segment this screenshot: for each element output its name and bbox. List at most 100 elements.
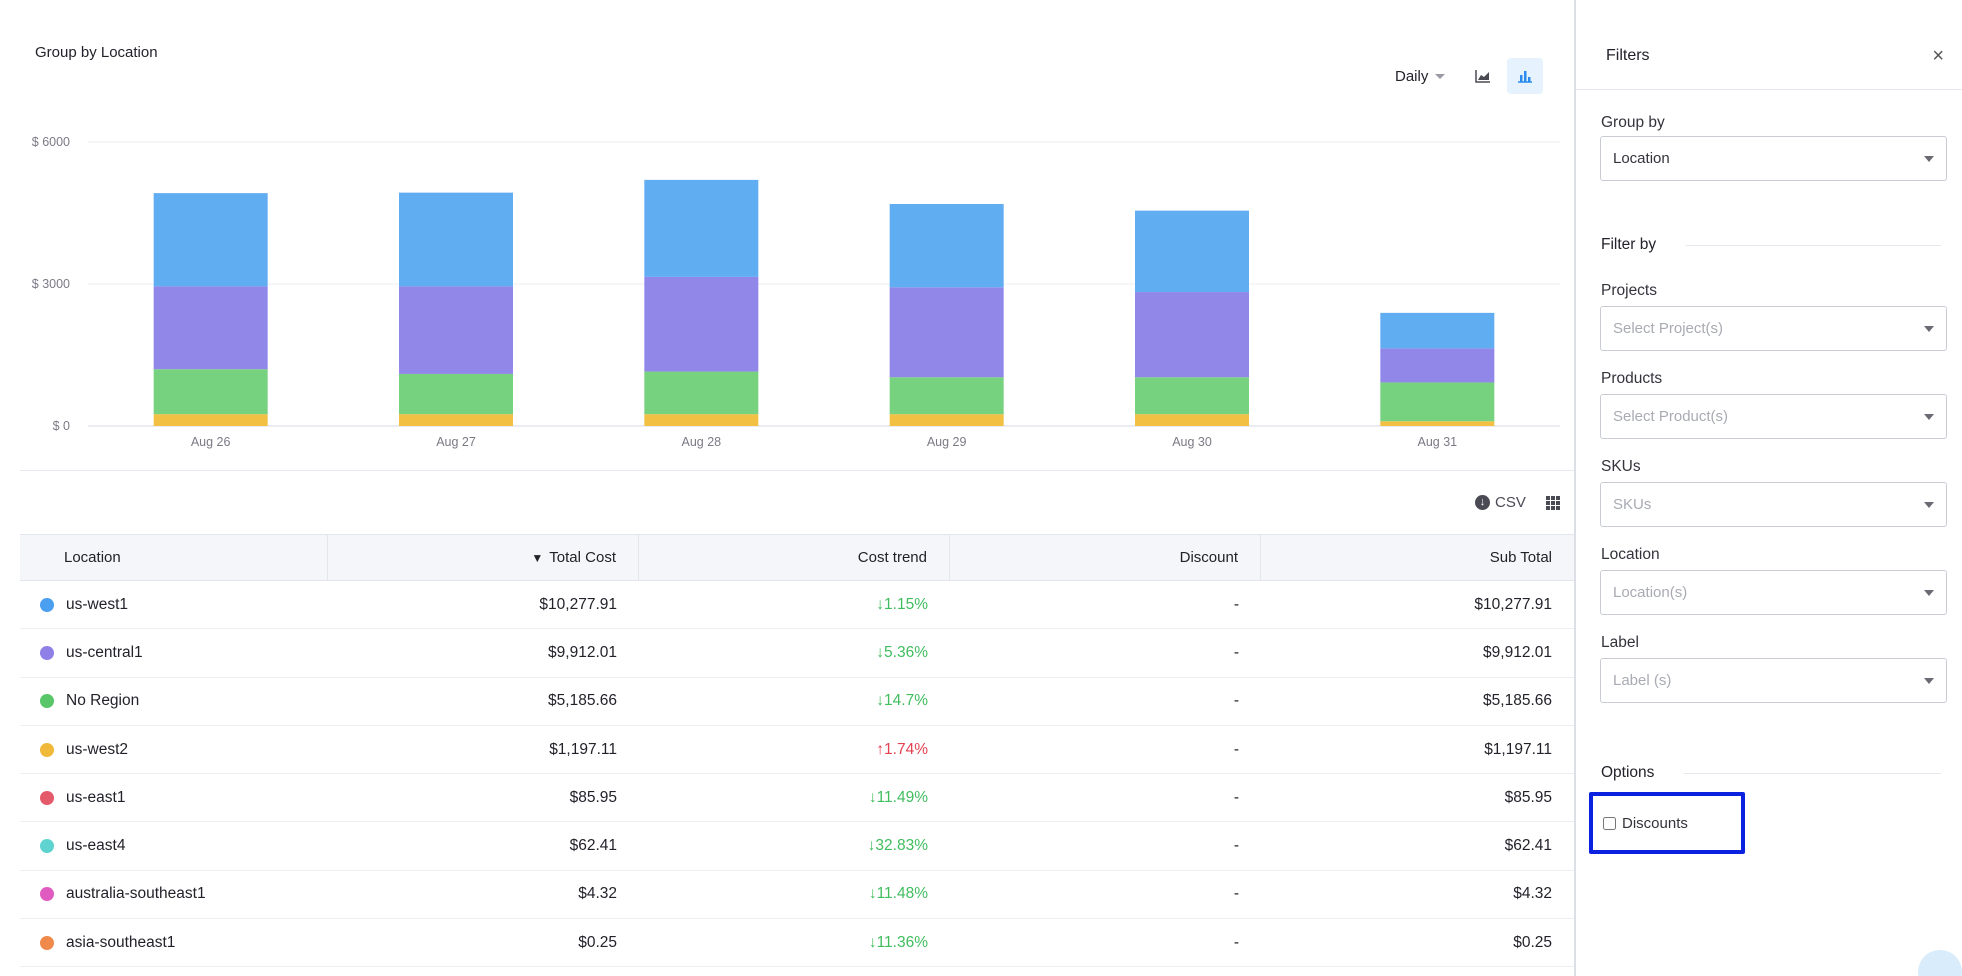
location-name: us-west1 xyxy=(66,595,129,613)
bar-segment-us-west1[interactable] xyxy=(399,192,513,287)
bar-segment-no-region[interactable] xyxy=(399,373,513,415)
cell-cost-trend: ↓11.49% xyxy=(868,788,928,806)
cell-total-cost: $1,197.11 xyxy=(549,740,617,758)
skus-label: SKUs xyxy=(1601,458,1641,475)
bar-segment-us-central1[interactable] xyxy=(1380,348,1495,383)
bar-segment-us-west2[interactable] xyxy=(1380,421,1495,426)
cell-discount: - xyxy=(1233,692,1239,710)
bar-segment-no-region[interactable] xyxy=(1135,377,1249,415)
bar-segment-us-west2[interactable] xyxy=(644,414,759,426)
cell-discount: - xyxy=(1233,933,1239,951)
y-tick-label: $ 6000 xyxy=(32,135,70,149)
filters-header: Filters × xyxy=(1576,0,1962,90)
discounts-checkbox[interactable] xyxy=(1603,816,1616,830)
table-row[interactable]: us-west2 $1,197.11 ↑1.74% - $1,197.11 xyxy=(20,726,1574,775)
chevron-down-icon xyxy=(1924,326,1934,332)
options-label: Options xyxy=(1601,764,1655,781)
bar-segment-us-central1[interactable] xyxy=(399,286,513,374)
bar-segment-us-central1[interactable] xyxy=(153,286,268,370)
skus-select[interactable]: SKUs xyxy=(1600,482,1947,527)
bar-segment-us-west2[interactable] xyxy=(889,414,1004,426)
header-cost-trend[interactable]: Cost trend xyxy=(639,535,950,580)
bar-segment-no-region[interactable] xyxy=(889,377,1004,415)
label-placeholder: Label (s) xyxy=(1613,672,1672,689)
cell-cost-trend: ↓14.7% xyxy=(876,692,928,710)
location-color-dot xyxy=(40,597,54,612)
products-label: Products xyxy=(1601,370,1663,387)
bar-segment-us-central1[interactable] xyxy=(889,287,1004,378)
bar-segment-no-region[interactable] xyxy=(153,369,268,415)
period-select[interactable]: Daily xyxy=(1395,67,1446,85)
table-header: Location ▼ Total Cost Cost trend Discoun… xyxy=(20,534,1574,581)
cell-total-cost: $9,912.01 xyxy=(548,643,617,661)
x-tick-label: Aug 27 xyxy=(436,435,476,449)
area-chart-button[interactable] xyxy=(1465,58,1501,94)
projects-select[interactable]: Select Project(s) xyxy=(1600,306,1947,351)
header-location[interactable]: Location xyxy=(20,535,328,580)
header-sub-total[interactable]: Sub Total xyxy=(1489,549,1552,566)
cell-total-cost: $5,185.66 xyxy=(548,692,617,710)
table-row[interactable]: No Region $5,185.66 ↓14.7% - $5,185.66 xyxy=(20,678,1574,726)
location-color-dot xyxy=(40,935,54,950)
cell-discount: - xyxy=(1233,788,1239,806)
label-label: Label xyxy=(1601,634,1639,651)
header-total-cost-label: Total Cost xyxy=(549,549,616,566)
table-body: us-west1 $10,277.91 ↓1.15% - $10,277.91 us-ce… xyxy=(20,581,1574,968)
table-row[interactable]: us-west1 $10,277.91 ↓1.15% - $10,277.91 xyxy=(20,581,1574,630)
chevron-down-icon xyxy=(1924,414,1934,420)
help-chat-button[interactable] xyxy=(1918,950,1962,976)
table-tools: ↓ CSV xyxy=(1475,494,1560,511)
bar-segment-us-central1[interactable] xyxy=(1135,292,1249,378)
bar-segment-us-west1[interactable] xyxy=(889,204,1004,288)
cell-cost-trend: ↓5.36% xyxy=(876,643,928,661)
close-icon[interactable]: × xyxy=(1932,45,1944,67)
table-row[interactable]: asia-southeast1 $0.25 ↓11.36% - $0.25 xyxy=(20,919,1574,968)
bar-segment-us-west1[interactable] xyxy=(153,193,268,287)
bar-segment-us-west2[interactable] xyxy=(399,414,513,426)
cell-sub-total: $10,277.91 xyxy=(1474,595,1552,613)
location-name: us-east4 xyxy=(66,837,126,855)
cell-sub-total: $5,185.66 xyxy=(1483,692,1552,710)
bar-segment-us-central1[interactable] xyxy=(644,276,759,372)
cell-sub-total: $85.95 xyxy=(1504,788,1552,806)
table-row[interactable]: us-central1 $9,912.01 ↓5.36% - $9,912.01 xyxy=(20,629,1574,678)
filters-title: Filters xyxy=(1606,47,1650,64)
period-select-label: Daily xyxy=(1395,67,1429,85)
cell-location: us-west2 xyxy=(20,741,328,759)
cell-location: asia-southeast1 xyxy=(20,934,328,952)
table-row[interactable]: us-east1 $85.95 ↓11.49% - $85.95 xyxy=(20,774,1574,823)
table-row[interactable]: australia-southeast1 $4.32 ↓11.48% - $4.32 xyxy=(20,871,1574,920)
cell-discount: - xyxy=(1233,595,1239,613)
discounts-label[interactable]: Discounts xyxy=(1622,814,1688,832)
skus-placeholder: SKUs xyxy=(1613,496,1652,513)
header-discount[interactable]: Discount xyxy=(950,535,1261,580)
location-color-dot xyxy=(40,694,54,709)
label-select[interactable]: Label (s) xyxy=(1600,658,1947,703)
cell-discount: - xyxy=(1233,837,1239,855)
bar-segment-no-region[interactable] xyxy=(644,371,759,415)
bar-segment-us-west2[interactable] xyxy=(153,414,268,426)
location-select[interactable]: Location(s) xyxy=(1600,570,1947,615)
location-placeholder: Location(s) xyxy=(1613,584,1688,601)
group-by-select[interactable]: Location xyxy=(1600,136,1947,181)
csv-download-button[interactable]: ↓ CSV xyxy=(1475,494,1526,511)
bar-segment-us-west2[interactable] xyxy=(1135,414,1249,426)
cell-discount: - xyxy=(1233,643,1239,661)
location-color-dot xyxy=(40,645,54,660)
products-select[interactable]: Select Product(s) xyxy=(1600,394,1947,439)
cell-total-cost: $85.95 xyxy=(569,788,617,806)
column-settings-icon[interactable] xyxy=(1545,495,1560,510)
location-name: us-west2 xyxy=(66,740,129,758)
chevron-down-icon xyxy=(1924,590,1934,596)
header-total-cost[interactable]: ▼ Total Cost xyxy=(328,535,639,580)
table-row[interactable]: us-east4 $62.41 ↓32.83% - $62.41 xyxy=(20,822,1574,871)
bar-segment-us-west1[interactable] xyxy=(1380,312,1495,349)
bar-segment-us-west1[interactable] xyxy=(1135,210,1249,293)
bar-chart-button[interactable] xyxy=(1507,58,1544,94)
cell-cost-trend: ↓32.83% xyxy=(867,837,928,855)
bar-segment-us-west1[interactable] xyxy=(644,179,759,277)
location-color-dot xyxy=(40,887,54,902)
cell-cost-trend: ↓11.48% xyxy=(868,885,928,903)
bar-segment-no-region[interactable] xyxy=(1380,382,1495,422)
cell-sub-total: $0.25 xyxy=(1513,933,1552,951)
